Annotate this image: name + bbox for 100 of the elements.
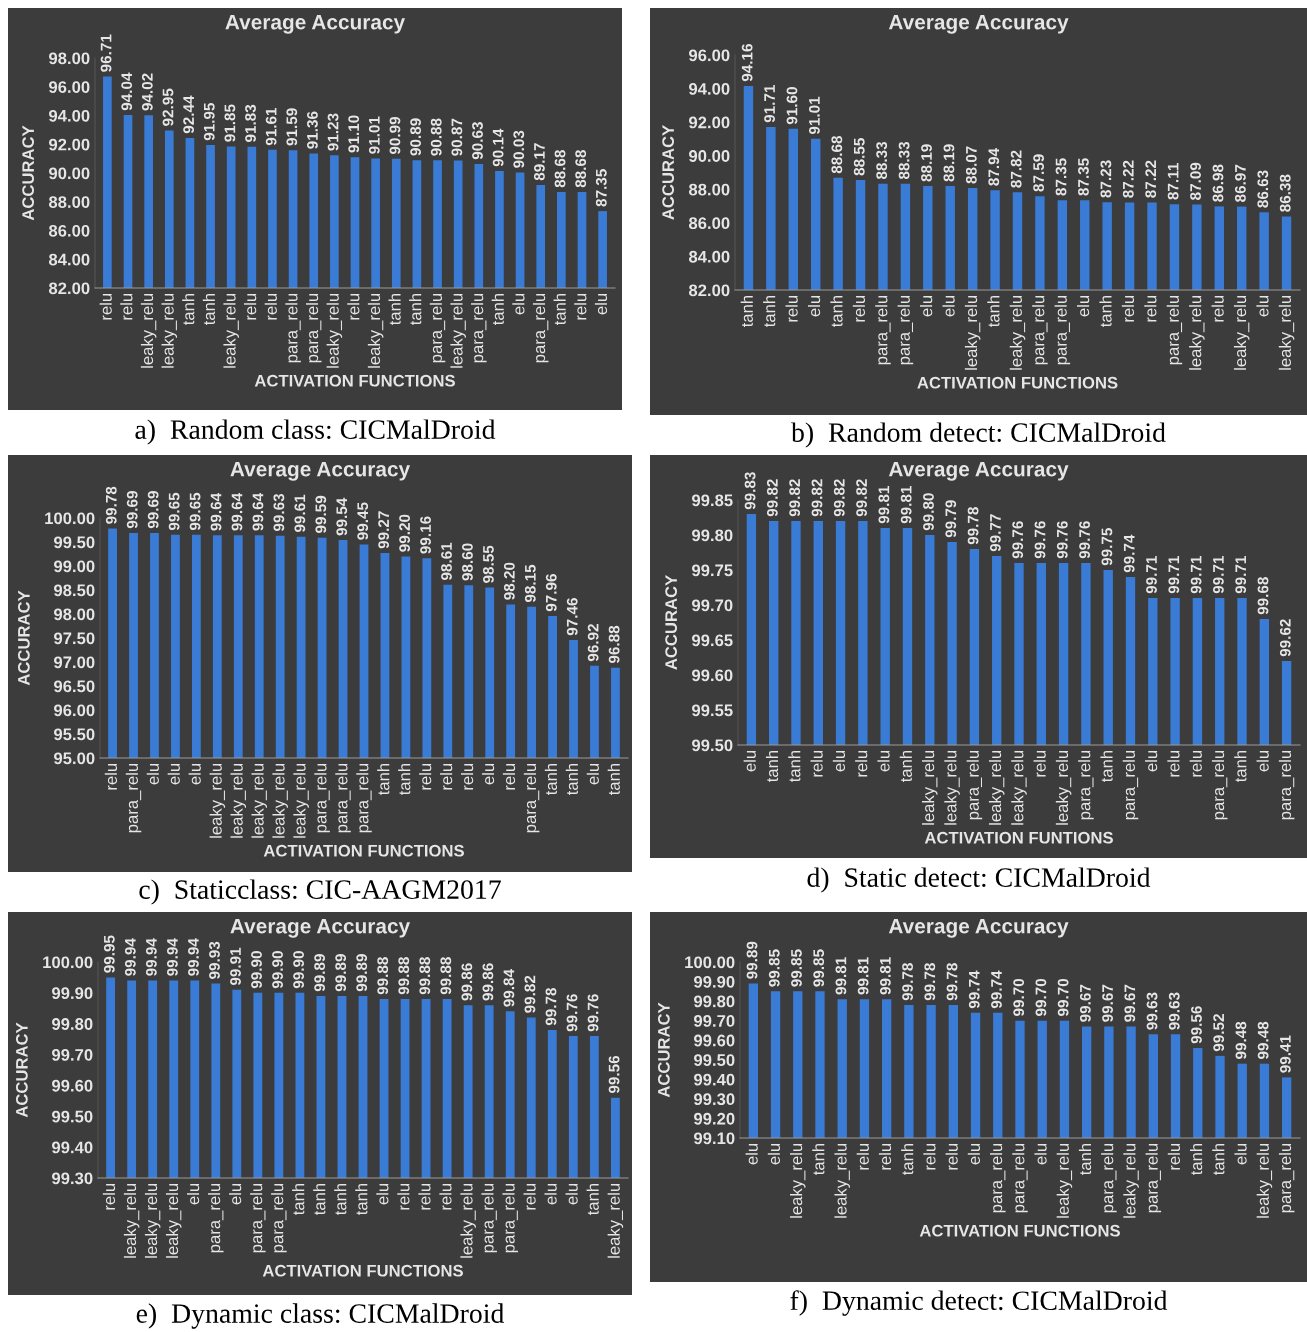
x-tick-label: relu [945, 1143, 958, 1170]
y-tick-label: 98.00 [49, 52, 90, 65]
x-tick-label: elu [767, 1143, 781, 1165]
data-label: 99.78 [545, 987, 557, 1026]
x-tick-label: relu [99, 293, 112, 320]
x-tick-label: leaky_relu [1009, 295, 1026, 370]
x-axis-title: ACTIVATION FUNCTIONS [919, 1224, 1120, 1237]
data-label: 99.59 [315, 495, 327, 533]
x-tick-label: elu [481, 763, 495, 785]
x-tick-label: elu [544, 1183, 557, 1205]
x-tick-label: relu [419, 763, 432, 790]
data-label: 99.81 [900, 486, 912, 524]
data-label: 99.77 [989, 514, 1001, 552]
data-label: 99.85 [813, 949, 825, 987]
x-tick-label: leaky_relu [161, 293, 178, 368]
data-label: 99.76 [566, 994, 578, 1032]
x-tick-label: leaky_relu [272, 763, 288, 838]
data-label: 99.79 [945, 500, 957, 538]
x-tick-label: para_relu [1278, 750, 1295, 820]
y-tick-label: 99.90 [52, 987, 93, 1000]
data-label: 99.83 [744, 472, 756, 510]
chart-title: Average Accuracy [225, 14, 406, 34]
y-tick-label: 84.00 [688, 250, 730, 263]
data-label: 99.94 [145, 938, 157, 976]
x-tick-label: tanh [1234, 750, 1247, 783]
data-label: 87.22 [1145, 160, 1157, 198]
x-tick-label: tanh [544, 763, 558, 796]
y-tick-label: 96.00 [49, 81, 90, 93]
x-tick-label: leaky_relu [209, 763, 226, 838]
x-tick-label: para_relu [125, 763, 142, 833]
x-tick-label: relu [439, 1183, 452, 1210]
y-tick-label: 92.00 [49, 138, 90, 151]
x-tick-label: tanh [607, 763, 620, 796]
x-tick-label: para_relu [1012, 1143, 1028, 1213]
y-tick-label: 82.00 [48, 282, 90, 295]
x-tick-label: leaky_relu [230, 763, 247, 838]
y-tick-label: 99.65 [692, 634, 733, 647]
x-tick-label: relu [1211, 295, 1224, 322]
y-tick-label: 99.85 [692, 494, 733, 507]
text: d) Static detect: CICMalDroid [807, 867, 1151, 893]
data-label: 99.91 [230, 947, 241, 986]
y-tick-label: 86.00 [48, 224, 90, 237]
x-tick-label: relu [347, 293, 360, 320]
data-label: 99.71 [1168, 556, 1180, 594]
x-tick-label: para_relu [990, 1143, 1006, 1213]
x-tick-label: relu [1033, 750, 1046, 777]
x-tick-label: tanh [565, 763, 578, 796]
x-tick-label: para_relu [1032, 295, 1048, 365]
data-label: 88.19 [921, 144, 932, 182]
data-label: 87.82 [1010, 150, 1022, 188]
x-tick-label: elu [186, 1183, 200, 1205]
x-tick-label: tanh [765, 750, 779, 783]
data-label: 91.36 [307, 111, 318, 149]
data-label: 90.63 [472, 122, 483, 160]
x-tick-label: relu [104, 763, 118, 790]
data-label: 99.78 [946, 963, 958, 1001]
data-label: 99.89 [746, 941, 758, 979]
data-label: 88.55 [853, 138, 865, 176]
x-tick-label: elu [1076, 295, 1090, 317]
y-tick-label: 99.60 [694, 1034, 735, 1047]
y-tick-label: 98.50 [54, 584, 95, 597]
data-label: 99.64 [252, 492, 264, 531]
x-tick-label: relu [264, 293, 277, 320]
data-label: 86.97 [1234, 164, 1246, 202]
y-tick-label: 100.00 [685, 956, 735, 969]
data-label: 99.78 [902, 963, 913, 1001]
x-tick-label: tanh [398, 763, 411, 796]
data-label: 99.88 [419, 957, 431, 995]
x-tick-label: leaky_relu [944, 750, 960, 825]
data-label: 99.65 [189, 492, 201, 531]
x-tick-label: elu [229, 1183, 242, 1205]
x-tick-label: para_relu [875, 295, 891, 365]
data-label: 99.74 [991, 970, 1002, 1009]
x-tick-label: tanh [1190, 1143, 1203, 1176]
x-tick-label: relu [523, 1183, 536, 1210]
y-tick-label: 86.00 [688, 217, 730, 230]
data-label: 99.88 [377, 957, 389, 995]
y-tick-label: 84.00 [48, 253, 90, 266]
x-tick-label: leaky_relu [223, 293, 239, 368]
x-tick-label: relu [397, 1183, 410, 1210]
x-tick-label: relu [878, 1143, 892, 1170]
data-label: 87.22 [1122, 160, 1134, 198]
data-label: 97.96 [545, 574, 557, 612]
x-tick-label: elu [1234, 1143, 1247, 1165]
data-label: 99.78 [967, 507, 979, 545]
y-tick-label: 95.50 [54, 728, 95, 741]
data-label: 99.89 [314, 954, 326, 992]
data-label: 99.81 [879, 957, 891, 995]
x-tick-label: elu [376, 1183, 389, 1205]
y-tick-label: 99.00 [54, 560, 95, 573]
x-tick-label: tanh [388, 293, 401, 326]
x-tick-label: elu [832, 750, 846, 772]
data-label: 99.82 [856, 479, 867, 517]
data-label: 99.67 [1124, 984, 1136, 1022]
x-tick-label: leaky_relu [140, 293, 157, 368]
x-tick-label: tanh [1099, 295, 1112, 328]
data-label: 87.35 [1055, 158, 1067, 196]
chart-title: Average Accuracy [230, 918, 411, 938]
text: f) Dynamic detect: CICMalDroid [790, 1290, 1168, 1316]
data-label: 99.54 [336, 497, 348, 536]
